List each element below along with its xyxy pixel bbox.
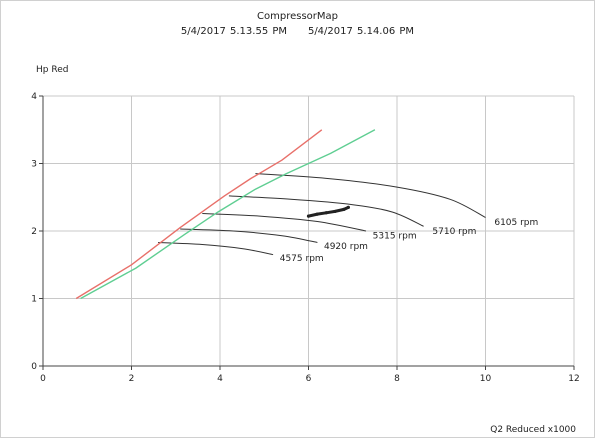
y-tick-label: 4 [31,92,37,102]
operating-point [306,214,311,218]
y-tick-label: 1 [31,295,37,305]
operating-points-trace [307,205,350,218]
operating-point [324,211,328,215]
x-tick-label: 6 [306,374,312,384]
speed-line-4575-rpm [158,242,274,256]
x-tick-label: 0 [40,374,46,384]
surge-line-green [80,129,376,300]
chart-subtitle: 5/4/2017 5.13.55 PM 5/4/2017 5.14.06 PM [0,26,595,38]
speed-line-label: 4575 rpm [280,254,324,264]
operating-point [342,207,346,211]
speed-line-4920-rpm [180,228,318,243]
y-tick-label: 0 [31,362,37,372]
chart-title: CompressorMap [257,11,338,22]
speed-line-5315-rpm [202,213,367,232]
x-tick-label: 2 [129,374,135,384]
operating-point [315,212,319,216]
y-tick-label: 3 [31,160,37,170]
x-axis-label: Q2 Reduced x1000 [490,425,576,435]
x-tick-label: 8 [394,374,400,384]
speed-line-label: 6105 rpm [494,218,538,228]
operating-point [333,209,337,214]
operating-point [346,205,350,209]
y-tick-label: 2 [31,227,37,237]
speed-line-label: 5315 rpm [373,232,417,242]
x-tick-label: 12 [568,374,579,384]
grid [43,95,575,366]
subtitle-start-time: 5/4/2017 5.13.55 PM [180,26,288,37]
x-tick-label: 4 [217,374,223,384]
speed-line-5710-rpm [228,195,424,227]
series [75,129,486,300]
x-tick-label: 10 [480,374,492,384]
subtitle-end-time: 5/4/2017 5.14.06 PM [307,26,415,37]
speed-line-label: 5710 rpm [432,227,476,237]
y-axis-label: Hp Red [36,65,68,75]
speed-line-label: 4920 rpm [324,242,368,252]
surge-line-red [75,129,323,300]
speed-line-6105-rpm [255,173,486,218]
